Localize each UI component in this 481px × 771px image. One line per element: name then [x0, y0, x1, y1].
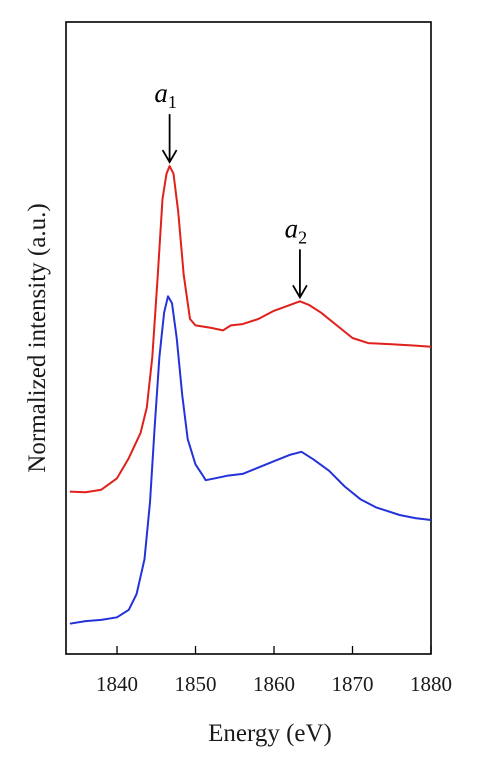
- x-tick-label: 1850: [175, 672, 217, 696]
- y-axis-label: Normalized intensity (a.u.): [24, 203, 51, 472]
- series-line-2: [69, 295, 432, 625]
- annotation-subscript: 2: [298, 227, 307, 247]
- series-layer: [69, 165, 432, 625]
- x-axis-label: Energy (eV): [208, 720, 332, 747]
- plot-frame: [65, 21, 432, 655]
- annotation-arrowhead: [292, 284, 308, 300]
- annotation-arrowhead: [161, 149, 178, 164]
- x-tick-label: 1870: [332, 672, 374, 696]
- annotation-subscript: 1: [168, 92, 177, 112]
- x-tick-label: 1880: [410, 672, 452, 696]
- annotation-letter: a: [285, 213, 299, 243]
- annotation-label-2: a2: [285, 213, 308, 247]
- x-axis-tick-labels: 1840 1850 1860 1870 1880: [96, 672, 452, 696]
- annotation-letter: a: [154, 78, 168, 108]
- series-line-1: [69, 165, 432, 494]
- annotation-label-1: a1: [154, 78, 177, 112]
- x-tick-label: 1860: [253, 672, 295, 696]
- x-tick-label: 1840: [96, 672, 138, 696]
- x-axis-ticks: [116, 646, 432, 654]
